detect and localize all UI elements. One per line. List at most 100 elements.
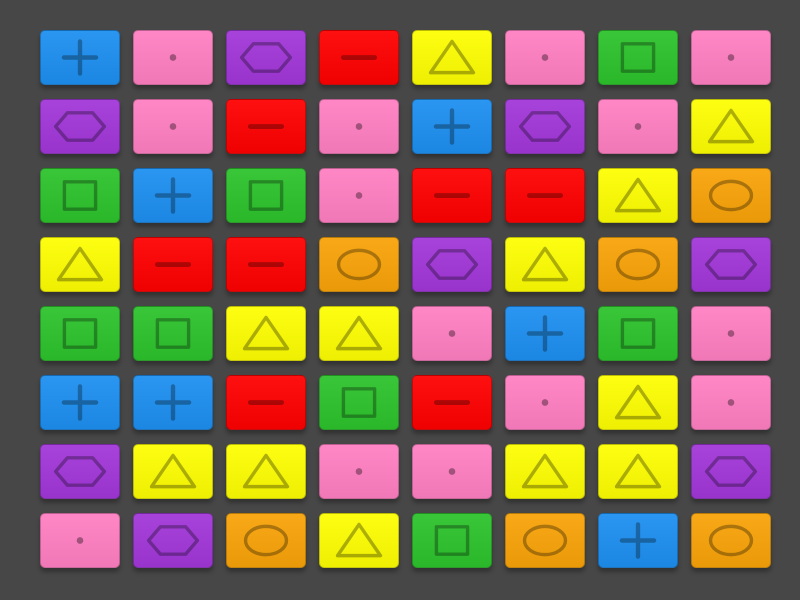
tile-r2c7-pink-dot[interactable] — [598, 99, 678, 154]
tile-r7c7-yellow-triangle[interactable] — [598, 444, 678, 499]
tile-r4c4-orange-circle[interactable] — [319, 237, 399, 292]
tile-r2c6-purple-hexagon[interactable] — [505, 99, 585, 154]
plus-icon — [154, 177, 192, 214]
tile-r8c8-orange-circle[interactable] — [691, 513, 771, 568]
dot-icon — [169, 54, 177, 61]
plus-icon — [61, 39, 99, 76]
dot-icon — [448, 468, 456, 475]
plus-icon — [619, 522, 657, 559]
tile-r1c4-red-minus[interactable] — [319, 30, 399, 85]
minus-icon — [247, 400, 285, 405]
tile-r5c7-green-square[interactable] — [598, 306, 678, 361]
tile-r5c5-pink-dot[interactable] — [412, 306, 492, 361]
square-icon — [248, 180, 284, 211]
dot-icon — [355, 192, 363, 199]
dot-icon — [541, 399, 549, 406]
tile-r6c3-red-minus[interactable] — [226, 375, 306, 430]
triangle-icon — [707, 108, 755, 144]
minus-icon — [433, 193, 471, 198]
dot-icon — [727, 330, 735, 337]
triangle-icon — [149, 453, 197, 489]
tile-r5c2-green-square[interactable] — [133, 306, 213, 361]
tile-r5c6-blue-plus[interactable] — [505, 306, 585, 361]
tile-r6c4-green-square[interactable] — [319, 375, 399, 430]
minus-icon — [247, 124, 285, 129]
minus-icon — [247, 262, 285, 267]
tile-r1c3-purple-hexagon[interactable] — [226, 30, 306, 85]
tile-r4c2-red-minus[interactable] — [133, 237, 213, 292]
tile-r7c3-yellow-triangle[interactable] — [226, 444, 306, 499]
triangle-icon — [614, 384, 662, 420]
hexagon-icon — [425, 249, 479, 280]
tile-r4c6-yellow-triangle[interactable] — [505, 237, 585, 292]
square-icon — [434, 525, 470, 556]
square-icon — [62, 318, 98, 349]
tile-r3c2-blue-plus[interactable] — [133, 168, 213, 223]
tile-r4c5-purple-hexagon[interactable] — [412, 237, 492, 292]
plus-icon — [433, 108, 471, 145]
tile-r5c1-green-square[interactable] — [40, 306, 120, 361]
tile-r7c4-pink-dot[interactable] — [319, 444, 399, 499]
tile-r8c7-blue-plus[interactable] — [598, 513, 678, 568]
tile-r7c5-pink-dot[interactable] — [412, 444, 492, 499]
tile-r8c1-pink-dot[interactable] — [40, 513, 120, 568]
triangle-icon — [242, 453, 290, 489]
minus-icon — [340, 55, 378, 60]
tile-r8c4-yellow-triangle[interactable] — [319, 513, 399, 568]
tile-r2c3-red-minus[interactable] — [226, 99, 306, 154]
tile-r4c8-purple-hexagon[interactable] — [691, 237, 771, 292]
tile-r8c3-orange-circle[interactable] — [226, 513, 306, 568]
tile-r5c3-yellow-triangle[interactable] — [226, 306, 306, 361]
tile-r7c8-purple-hexagon[interactable] — [691, 444, 771, 499]
tile-r7c1-purple-hexagon[interactable] — [40, 444, 120, 499]
tile-r3c7-yellow-triangle[interactable] — [598, 168, 678, 223]
tile-r5c4-yellow-triangle[interactable] — [319, 306, 399, 361]
tile-r3c8-orange-circle[interactable] — [691, 168, 771, 223]
tile-r7c6-yellow-triangle[interactable] — [505, 444, 585, 499]
tile-r6c1-blue-plus[interactable] — [40, 375, 120, 430]
square-icon — [62, 180, 98, 211]
triangle-icon — [614, 453, 662, 489]
tile-r2c1-purple-hexagon[interactable] — [40, 99, 120, 154]
tile-r5c8-pink-dot[interactable] — [691, 306, 771, 361]
tile-r1c1-blue-plus[interactable] — [40, 30, 120, 85]
tile-r1c5-yellow-triangle[interactable] — [412, 30, 492, 85]
tile-r4c1-yellow-triangle[interactable] — [40, 237, 120, 292]
triangle-icon — [521, 246, 569, 282]
dot-icon — [355, 468, 363, 475]
tile-r3c5-red-minus[interactable] — [412, 168, 492, 223]
dot-icon — [634, 123, 642, 130]
tile-r7c2-yellow-triangle[interactable] — [133, 444, 213, 499]
tile-r1c8-pink-dot[interactable] — [691, 30, 771, 85]
game-board — [40, 30, 771, 568]
tile-r4c3-red-minus[interactable] — [226, 237, 306, 292]
tile-r3c4-pink-dot[interactable] — [319, 168, 399, 223]
tile-r3c1-green-square[interactable] — [40, 168, 120, 223]
tile-r1c2-pink-dot[interactable] — [133, 30, 213, 85]
dot-icon — [76, 537, 84, 544]
tile-r1c6-pink-dot[interactable] — [505, 30, 585, 85]
tile-r6c5-red-minus[interactable] — [412, 375, 492, 430]
tile-r3c6-red-minus[interactable] — [505, 168, 585, 223]
tile-r8c5-green-square[interactable] — [412, 513, 492, 568]
triangle-icon — [335, 522, 383, 558]
tile-r8c2-purple-hexagon[interactable] — [133, 513, 213, 568]
tile-r2c8-yellow-triangle[interactable] — [691, 99, 771, 154]
plus-icon — [154, 384, 192, 421]
tile-r3c3-green-square[interactable] — [226, 168, 306, 223]
tile-r4c7-orange-circle[interactable] — [598, 237, 678, 292]
hexagon-icon — [53, 111, 107, 142]
tile-r6c8-pink-dot[interactable] — [691, 375, 771, 430]
tile-r6c6-pink-dot[interactable] — [505, 375, 585, 430]
tile-r6c7-yellow-triangle[interactable] — [598, 375, 678, 430]
dot-icon — [541, 54, 549, 61]
tile-r8c6-orange-circle[interactable] — [505, 513, 585, 568]
tile-r2c4-pink-dot[interactable] — [319, 99, 399, 154]
plus-icon — [526, 315, 564, 352]
triangle-icon — [335, 315, 383, 351]
tile-r2c5-blue-plus[interactable] — [412, 99, 492, 154]
tile-r2c2-pink-dot[interactable] — [133, 99, 213, 154]
tile-r1c7-green-square[interactable] — [598, 30, 678, 85]
circle-icon — [615, 248, 661, 281]
tile-r6c2-blue-plus[interactable] — [133, 375, 213, 430]
